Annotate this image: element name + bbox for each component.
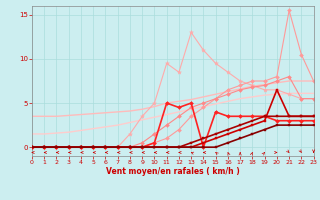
X-axis label: Vent moyen/en rafales ( km/h ): Vent moyen/en rafales ( km/h ) <box>106 167 240 176</box>
